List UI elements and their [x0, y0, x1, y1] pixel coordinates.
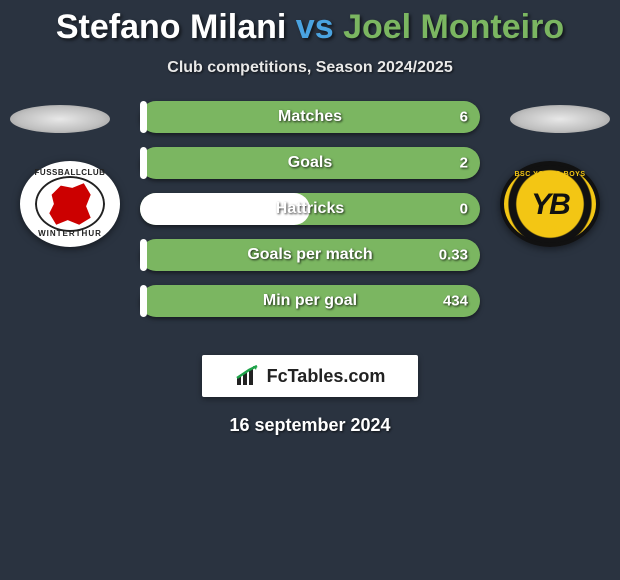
stat-bar-label: Hattricks [276, 200, 344, 218]
date-text: 16 september 2024 [0, 415, 620, 436]
club-left-ring-top: FUSSBALLCLUB [24, 169, 116, 178]
stat-bar-value-right: 0.33 [439, 247, 468, 264]
club-right-monogram: YB [531, 188, 569, 221]
pedestal-right [510, 105, 610, 133]
page-title: Stefano Milani vs Joel Monteiro [0, 0, 620, 47]
player2-name: Joel Monteiro [343, 8, 564, 46]
stat-bar-value-right: 6 [460, 109, 468, 126]
brand-chart-icon [235, 365, 261, 387]
comparison-arena: FUSSBALLCLUB WINTERTHUR BSC YOUNG BOYS Y… [0, 101, 620, 341]
stat-bar-row: Goals per match 0.33 [140, 239, 480, 271]
stat-bar-left-fill [140, 285, 147, 317]
stat-bars: Matches 6 Goals 2 Hattricks 0 Goals per match 0… [140, 101, 480, 331]
brand-box[interactable]: FcTables.com [202, 355, 418, 397]
stat-bar-label: Goals per match [247, 246, 372, 264]
pedestal-left [10, 105, 110, 133]
stat-bar-left-fill [140, 101, 147, 133]
club-right-year: 1898 [504, 226, 596, 235]
stat-bar-left-fill [140, 239, 147, 271]
vs-text: vs [296, 8, 334, 46]
player1-name: Stefano Milani [56, 8, 286, 46]
stat-bar-row: Goals 2 [140, 147, 480, 179]
club-badge-left: FUSSBALLCLUB WINTERTHUR [20, 161, 120, 247]
brand-text: FcTables.com [267, 366, 386, 387]
stat-bar-value-right: 434 [443, 293, 468, 310]
stat-bar-value-right: 0 [460, 201, 468, 218]
stat-bar-row: Hattricks 0 [140, 193, 480, 225]
club-badge-right: BSC YOUNG BOYS YB 1898 [500, 161, 600, 247]
stat-bar-label: Goals [288, 154, 332, 172]
stat-bar-left-fill [140, 147, 147, 179]
club-left-ring-bottom: WINTERTHUR [24, 230, 116, 239]
stat-bar-value-right: 2 [460, 155, 468, 172]
stat-bar-label: Min per goal [263, 292, 357, 310]
stat-bar-row: Matches 6 [140, 101, 480, 133]
club-right-ring-top: BSC YOUNG BOYS [504, 171, 596, 179]
subtitle: Club competitions, Season 2024/2025 [0, 59, 620, 77]
stat-bar-row: Min per goal 434 [140, 285, 480, 317]
stat-bar-label: Matches [278, 108, 342, 126]
